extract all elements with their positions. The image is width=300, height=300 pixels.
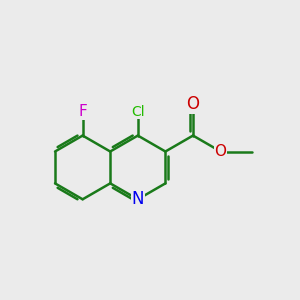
Text: O: O <box>214 144 226 159</box>
Text: O: O <box>187 95 200 113</box>
Text: N: N <box>132 190 144 208</box>
Text: F: F <box>78 104 87 119</box>
Text: Cl: Cl <box>131 105 145 119</box>
